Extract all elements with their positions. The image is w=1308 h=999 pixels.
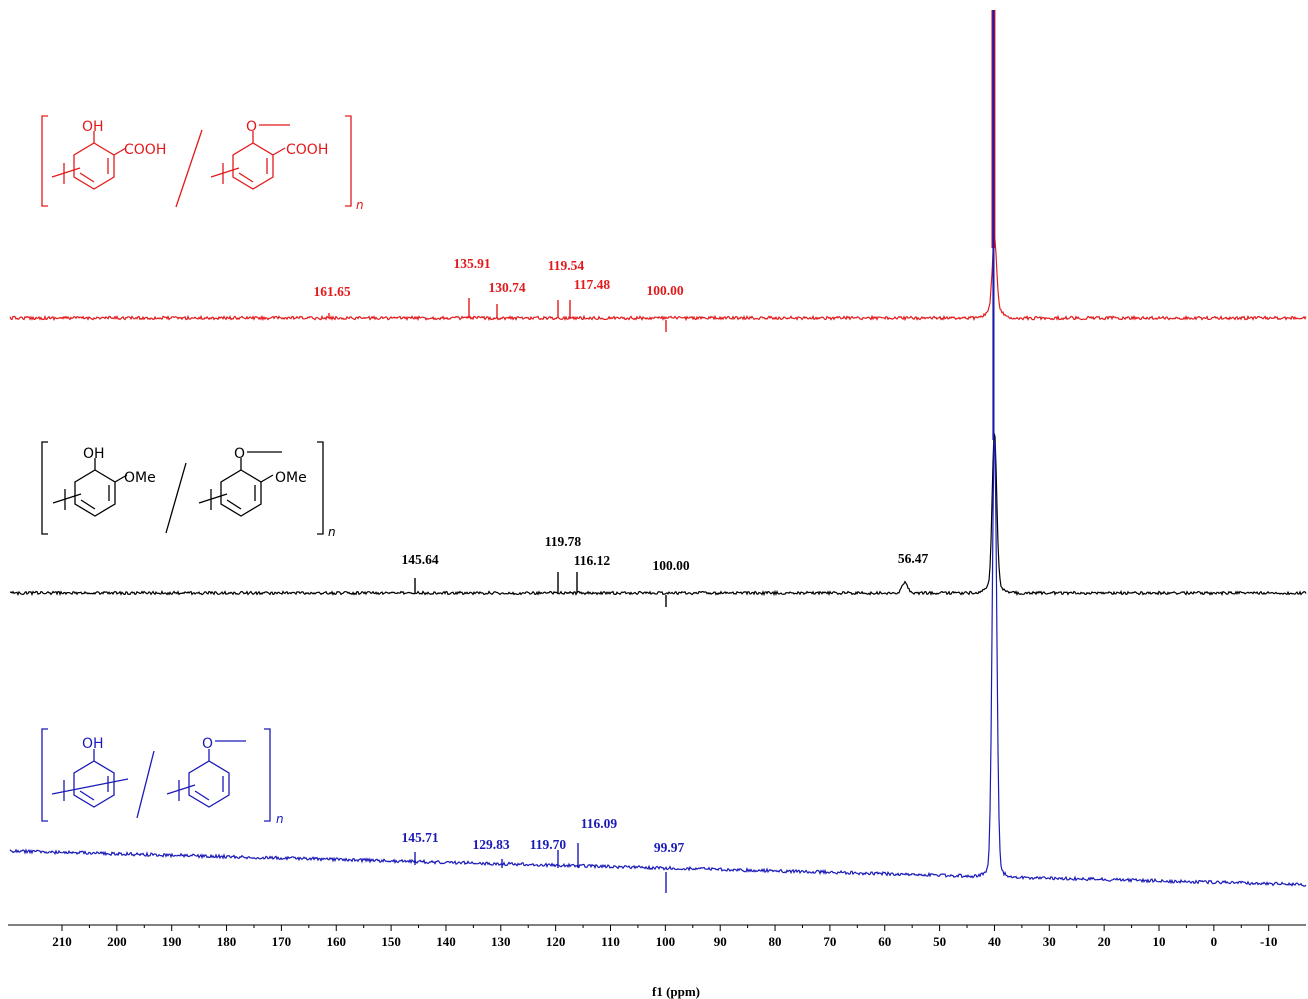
spectrum-series: 145.64 119.78 116.12 100.00 56.47 [9, 10, 1307, 607]
peak-label: 161.65 [313, 284, 350, 299]
peak-label: 99.97 [654, 840, 685, 855]
spectrum-series: 145.71 129.83 119.70 116.09 99.97 [9, 10, 1307, 893]
structure-red-labels: OH COOH O COOH n [82, 119, 364, 212]
x-tick-label: -10 [1260, 934, 1277, 949]
peak-label: 100.00 [646, 283, 683, 298]
group-label: OH [83, 446, 105, 462]
x-tick-label: 60 [878, 934, 891, 949]
group-label: OH [82, 119, 104, 135]
group-label: O [202, 736, 213, 752]
spectrum-trace [9, 238, 1307, 322]
peak-label: 119.70 [530, 837, 567, 852]
structure-blue [41, 728, 271, 822]
x-axis-label: f1 (ppm) [652, 984, 700, 999]
peak-label: 116.09 [581, 816, 618, 831]
benzene-ring [73, 760, 115, 808]
group-label: OH [82, 736, 104, 752]
peak-label: 119.54 [548, 258, 585, 273]
structure-black-labels: OH OMe O OMe n [83, 446, 336, 539]
subscript-n: n [276, 812, 284, 826]
x-tick-label: 140 [436, 934, 456, 949]
peak-label: 117.48 [574, 277, 611, 292]
group-label: COOH [124, 142, 166, 158]
spectrum-trace [9, 440, 1307, 887]
group-label: COOH [286, 142, 328, 158]
x-tick-label: 90 [714, 934, 727, 949]
x-tick-label: 40 [988, 934, 1001, 949]
peak-label: 145.71 [401, 830, 438, 845]
bracket-left [41, 115, 48, 207]
peak-label: 145.64 [401, 552, 438, 567]
x-tick-label: 120 [546, 934, 566, 949]
bracket-left [41, 728, 48, 822]
peak-label: 130.74 [488, 280, 525, 295]
x-tick-label: 10 [1153, 934, 1166, 949]
group-label: O [246, 119, 257, 135]
x-tick-label: 0 [1211, 934, 1218, 949]
x-axis: f1 (ppm) 210 200 190 180 170 160 150 140 130 120 1… [8, 924, 1306, 999]
spectrum-trace [9, 432, 1307, 597]
x-tick-label: 110 [601, 934, 620, 949]
peak-label: 56.47 [898, 551, 929, 566]
x-tick-label: 160 [327, 934, 347, 949]
group-label: OMe [275, 470, 307, 486]
x-tick-label: 150 [381, 934, 401, 949]
bracket-right [317, 441, 324, 535]
peak-label: 116.12 [574, 553, 611, 568]
x-tick-label: 130 [491, 934, 511, 949]
group-label: O [234, 446, 245, 462]
subscript-n: n [356, 198, 364, 212]
peak-label: 135.91 [453, 256, 490, 271]
structure-black [41, 441, 324, 535]
bracket-right [264, 728, 271, 822]
benzene-ring [188, 760, 230, 808]
x-tick-label: 30 [1043, 934, 1056, 949]
group-label: OMe [124, 470, 156, 486]
peak-label: 129.83 [472, 837, 509, 852]
x-tick-label: 210 [52, 934, 72, 949]
x-tick-label: 20 [1098, 934, 1111, 949]
x-tick-label: 180 [217, 934, 237, 949]
peak-label: 119.78 [545, 534, 582, 549]
structure-blue-labels: OH O n [82, 736, 284, 826]
structure-red [41, 115, 352, 208]
subscript-n: n [328, 525, 336, 539]
x-tick-label: 170 [272, 934, 292, 949]
x-tick-label: 200 [107, 934, 127, 949]
bracket-left [41, 441, 48, 535]
x-tick-label: 50 [933, 934, 946, 949]
x-tick-label: 190 [162, 934, 182, 949]
x-tick-label: 100 [656, 934, 676, 949]
x-tick-label: 70 [823, 934, 836, 949]
x-tick-label: 80 [769, 934, 782, 949]
bracket-right [345, 115, 352, 207]
peak-label: 100.00 [652, 558, 689, 573]
spectrum-series: 161.65 135.91 130.74 119.54 117.48 100.00 [9, 10, 1307, 332]
